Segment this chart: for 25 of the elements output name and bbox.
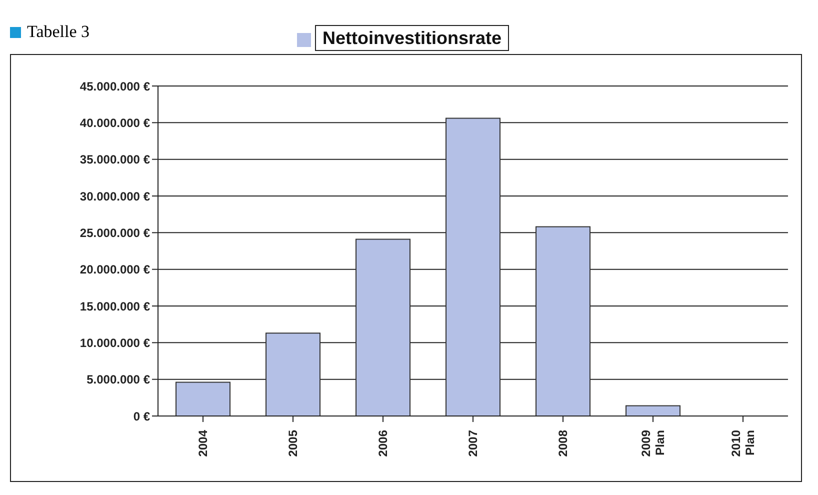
bar xyxy=(266,332,320,416)
x-tick-label: 2009 Plan xyxy=(639,430,667,457)
x-tick-label: 2010 Plan xyxy=(729,430,757,457)
y-tick-label: 0 € xyxy=(133,409,150,424)
chart-title: Tabelle 3 xyxy=(27,22,90,42)
y-tick-label: 45.000.000 € xyxy=(80,79,150,94)
y-tick-label: 5.000.000 € xyxy=(86,372,150,387)
y-tick-label: 15.000.000 € xyxy=(80,299,150,314)
x-tick-label: 2005 xyxy=(286,430,300,457)
y-tick-label: 30.000.000 € xyxy=(80,189,150,204)
y-tick-label: 35.000.000 € xyxy=(80,152,150,167)
y-tick-label: 20.000.000 € xyxy=(80,262,150,277)
x-tick-label: 2004 xyxy=(196,430,210,457)
bar xyxy=(626,405,680,416)
legend-label: Nettoinvestitionsrate xyxy=(315,25,509,51)
x-tick-label: 2008 xyxy=(556,430,570,457)
y-tick-label: 25.000.000 € xyxy=(80,226,150,240)
y-tick-label: 10.000.000 € xyxy=(80,336,150,350)
bar xyxy=(446,118,500,416)
bar xyxy=(176,382,230,416)
x-tick-label: 2006 xyxy=(376,430,390,457)
bar xyxy=(536,226,590,416)
bar xyxy=(356,238,410,416)
y-tick-label: 40.000.000 € xyxy=(80,116,150,130)
x-tick-label: 2007 xyxy=(466,430,480,457)
